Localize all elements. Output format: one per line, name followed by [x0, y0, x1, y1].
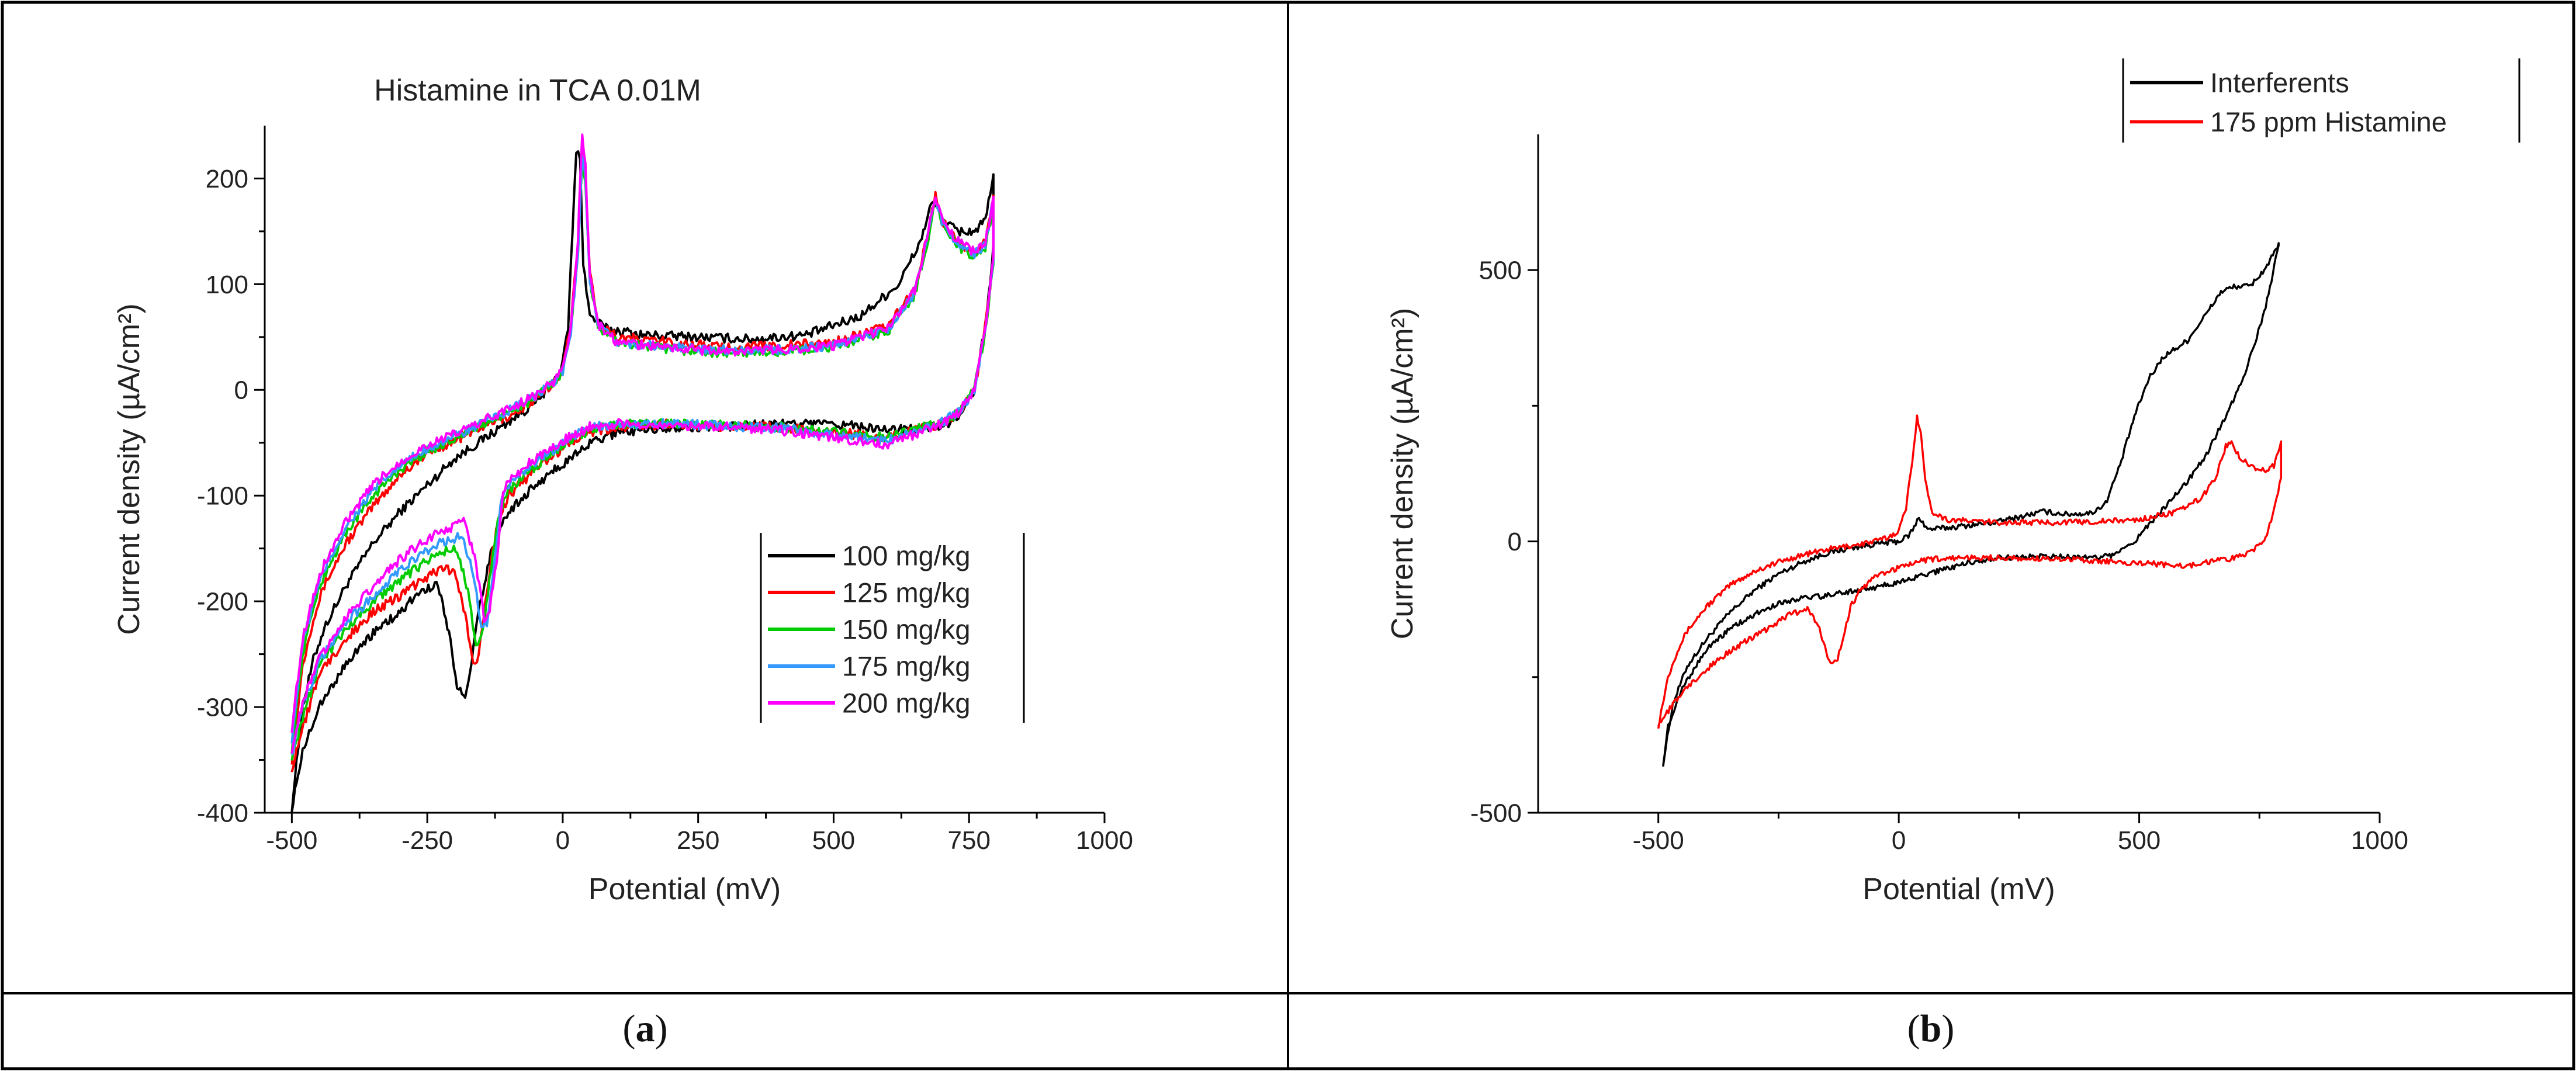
y-tick-label: -100 [197, 482, 248, 511]
chart-title: Histamine in TCA 0.01M [374, 74, 701, 108]
y-tick-label: 100 [206, 271, 248, 299]
caption-b: (b) [1907, 1007, 1955, 1050]
series-line-175-ppm-histamine [1657, 414, 2283, 729]
chart-panel-a: -500 -250 0 250 500 750 1000 -400 -300 -200 -100 0 1… [112, 74, 1133, 906]
legend-label: 175 ppm Histamine [2210, 106, 2447, 137]
x-tick-label: 1000 [1076, 826, 1133, 855]
legend-label: 150 mg/kg [842, 614, 970, 645]
y-axis-label: Current density (µA/cm²) [112, 303, 146, 635]
x-tick-label: 750 [948, 826, 991, 855]
legend-label: 200 mg/kg [842, 688, 970, 719]
x-tick-label: -500 [1633, 826, 1684, 855]
series-line-125-mg-kg [290, 143, 995, 773]
x-tick-label: 500 [812, 826, 855, 855]
y-tick-label: -300 [197, 693, 248, 722]
x-tick-label: 0 [1892, 826, 1906, 855]
legend-label: 100 mg/kg [842, 540, 970, 571]
legend-label: 175 mg/kg [842, 651, 970, 682]
y-tick-label: -200 [197, 588, 248, 616]
x-tick-label: 0 [556, 826, 570, 855]
x-tick-label: -500 [266, 826, 317, 855]
y-tick-label: -500 [1470, 799, 1522, 827]
x-axis-label: Potential (mV) [1862, 872, 2055, 906]
x-tick-label: 250 [677, 826, 719, 855]
chart-panel-b: -500 0 500 1000 -500 0 500 Potential (mV) Curren… [1386, 58, 2520, 906]
x-axis-label: Potential (mV) [588, 872, 781, 906]
y-axis-label: Current density (µA/cm²) [1386, 308, 1419, 639]
series-line-interferents [1662, 242, 2280, 767]
y-tick-label: 200 [206, 165, 248, 193]
x-tick-label: -250 [401, 826, 453, 855]
y-tick-label: -400 [197, 799, 248, 827]
caption-a: (a) [623, 1007, 668, 1050]
x-tick-label: 500 [2118, 826, 2160, 855]
y-tick-label: 0 [234, 376, 248, 405]
legend-label: Interferents [2210, 67, 2349, 98]
y-tick-label: 0 [1508, 528, 1522, 556]
x-tick-label: 1000 [2351, 826, 2408, 855]
y-tick-label: 500 [1479, 257, 1522, 285]
legend-label: 125 mg/kg [842, 577, 970, 608]
series-line-200-mg-kg [290, 133, 995, 754]
